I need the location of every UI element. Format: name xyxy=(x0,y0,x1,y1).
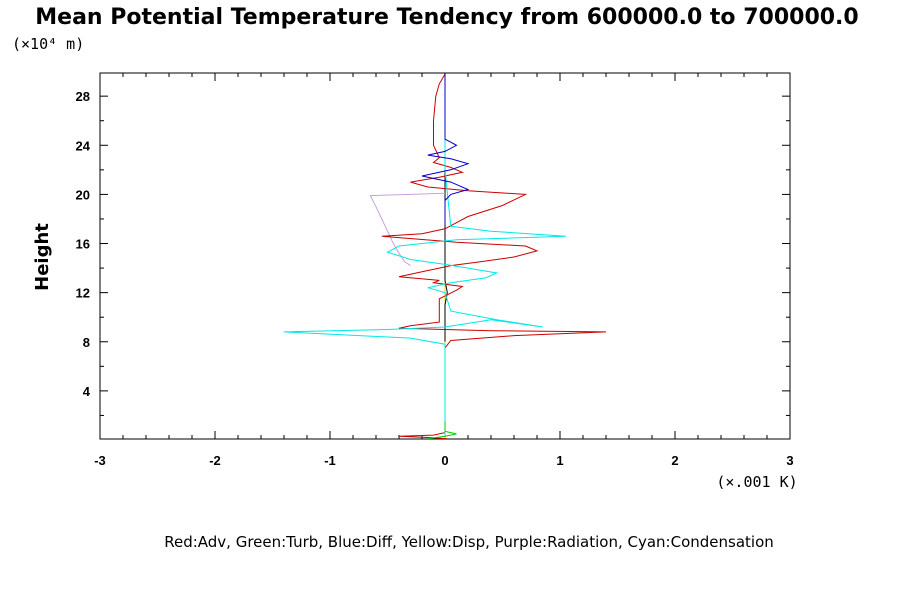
y-tick-label: 8 xyxy=(83,335,90,350)
legend: Red:Adv, Green:Turb, Blue:Diff, Yellow:D… xyxy=(164,533,774,551)
series-line-turb xyxy=(427,421,457,439)
y-tick-label: 24 xyxy=(76,138,91,153)
y-tick-label: 12 xyxy=(76,286,90,301)
x-tick-label: -2 xyxy=(209,453,221,468)
x-tick-label: 2 xyxy=(671,453,678,468)
series-line-adv xyxy=(381,73,607,439)
x-units-label: (×.001 K) xyxy=(716,473,797,491)
y-tick-label: 20 xyxy=(76,187,90,202)
y-axis-label: Height xyxy=(32,223,53,291)
x-tick-label: 3 xyxy=(786,453,793,468)
series-line-diff xyxy=(421,74,470,226)
y-tick-label: 4 xyxy=(83,384,91,399)
chart-title: Mean Potential Temperature Tendency from… xyxy=(35,5,858,30)
y-axis: 4 8 12 16 20 24 28 xyxy=(76,89,790,416)
x-tick-label: -1 xyxy=(324,453,336,468)
x-tick-label: 1 xyxy=(556,453,563,468)
series-line-condensation xyxy=(283,74,566,438)
series-layer xyxy=(283,73,607,439)
x-axis: -3 -2 -1 0 1 2 3 xyxy=(94,73,794,468)
y-tick-label: 28 xyxy=(76,89,90,104)
y-units-label: (×10⁴ m) xyxy=(12,35,84,53)
y-tick-label: 16 xyxy=(76,237,90,252)
series-line-radiation xyxy=(369,192,446,267)
x-tick-label: 0 xyxy=(441,453,448,468)
x-tick-label: -3 xyxy=(94,453,106,468)
